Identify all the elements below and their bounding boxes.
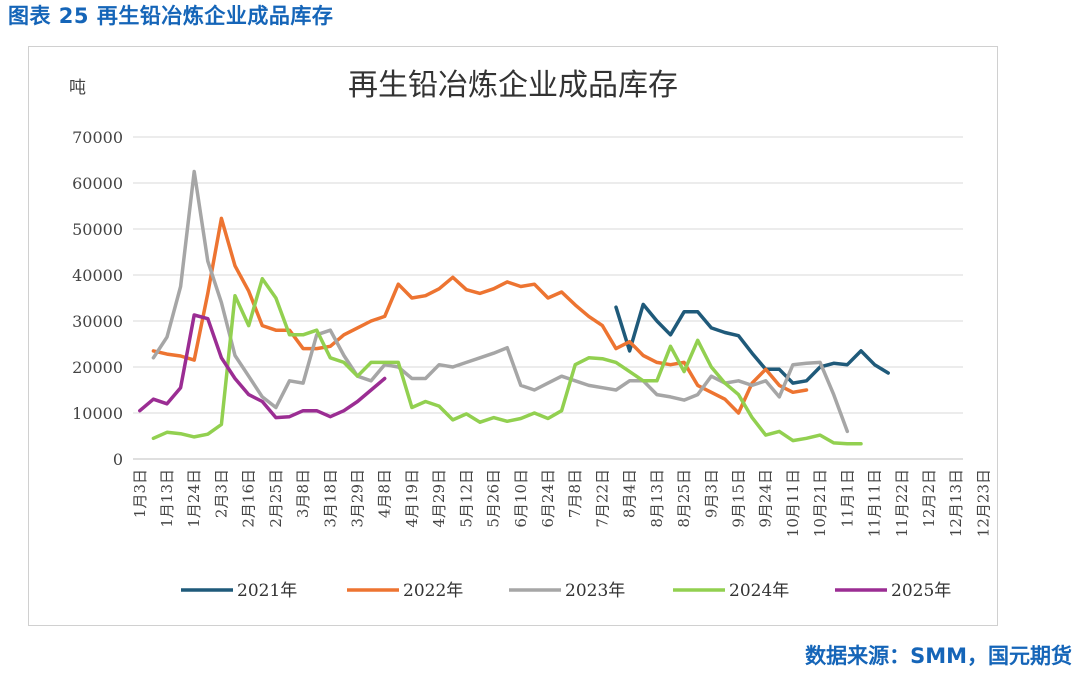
series-lines bbox=[138, 169, 890, 446]
y-axis-ticks: 0 10000 20000 30000 40000 50000 60000 70000 bbox=[72, 128, 123, 469]
series-line-2021年 bbox=[614, 302, 890, 385]
y-tick-label: 70000 bbox=[72, 128, 123, 147]
series-line-2024年 bbox=[151, 276, 863, 446]
legend: 2021年 2022年 2023年 2024年 2025年 bbox=[181, 581, 951, 601]
x-tick-label: 2月3日 bbox=[212, 469, 230, 518]
x-tick-label: 11月11日 bbox=[866, 469, 884, 537]
x-tick-label: 9月3日 bbox=[702, 469, 720, 518]
x-tick-label: 3月29日 bbox=[349, 469, 367, 528]
x-tick-label: 1月24日 bbox=[185, 469, 203, 528]
x-tick-label: 6月24日 bbox=[539, 469, 557, 528]
y-tick-label: 30000 bbox=[72, 312, 123, 331]
series-line-2023年 bbox=[151, 169, 850, 434]
y-tick-label: 10000 bbox=[72, 404, 123, 423]
x-tick-label: 1月3日 bbox=[131, 469, 149, 518]
y-tick-label: 40000 bbox=[72, 266, 123, 285]
legend-label: 2022年 bbox=[403, 581, 463, 601]
x-tick-label: 7月8日 bbox=[566, 469, 584, 518]
data-source-note: 数据来源：SMM，国元期货 bbox=[805, 644, 1072, 668]
y-tick-label: 20000 bbox=[72, 358, 123, 377]
x-tick-label: 2月16日 bbox=[240, 469, 258, 528]
x-tick-label: 7月22日 bbox=[593, 469, 611, 528]
x-tick-label: 8月4日 bbox=[621, 469, 639, 518]
legend-label: 2024年 bbox=[729, 581, 789, 601]
x-tick-label: 6月10日 bbox=[512, 469, 530, 528]
x-tick-label: 4月8日 bbox=[376, 469, 394, 518]
y-tick-label: 0 bbox=[113, 450, 123, 469]
x-tick-label: 3月8日 bbox=[294, 469, 312, 518]
x-tick-label: 8月25日 bbox=[675, 469, 693, 528]
x-tick-label: 3月18日 bbox=[321, 469, 339, 528]
x-tick-label: 11月1日 bbox=[838, 469, 856, 528]
legend-label: 2025年 bbox=[891, 581, 951, 601]
x-tick-label: 2月25日 bbox=[267, 469, 285, 528]
x-tick-label: 5月26日 bbox=[485, 469, 503, 528]
x-tick-label: 12月13日 bbox=[947, 469, 965, 537]
chart-panel: 再生铅冶炼企业成品库存 吨 0 10000 20000 30000 40000 50000… bbox=[28, 46, 998, 626]
y-tick-label: 60000 bbox=[72, 174, 123, 193]
x-tick-label: 4月29日 bbox=[430, 469, 448, 528]
series-line-2025年 bbox=[138, 313, 387, 420]
figure-caption: 图表 25 再生铅冶炼企业成品库存 bbox=[8, 4, 334, 28]
x-axis-ticks: 1月3日 1月13日 1月24日 2月3日 2月16日 2月25日 3月8日 3月18日 3月2… bbox=[131, 469, 993, 537]
x-tick-label: 12月2日 bbox=[920, 469, 938, 528]
x-tick-label: 12月23日 bbox=[974, 469, 992, 537]
x-tick-label: 10月21日 bbox=[811, 469, 829, 537]
x-tick-label: 1月13日 bbox=[158, 469, 176, 528]
y-tick-label: 50000 bbox=[72, 220, 123, 239]
x-tick-label: 11月22日 bbox=[893, 469, 911, 537]
x-tick-label: 4月19日 bbox=[403, 469, 421, 528]
x-tick-label: 9月24日 bbox=[757, 469, 775, 528]
series-line-2022年 bbox=[151, 216, 809, 415]
y-axis-unit: 吨 bbox=[69, 78, 86, 98]
x-tick-label: 8月13日 bbox=[648, 469, 666, 528]
x-tick-label: 9月15日 bbox=[729, 469, 747, 528]
legend-label: 2023年 bbox=[565, 581, 625, 601]
x-tick-label: 10月11日 bbox=[784, 469, 802, 537]
x-tick-label: 5月12日 bbox=[457, 469, 475, 528]
chart-title: 再生铅冶炼企业成品库存 bbox=[348, 68, 678, 103]
line-chart: 再生铅冶炼企业成品库存 吨 0 10000 20000 30000 40000 50000… bbox=[69, 68, 993, 601]
legend-label: 2021年 bbox=[237, 581, 297, 601]
